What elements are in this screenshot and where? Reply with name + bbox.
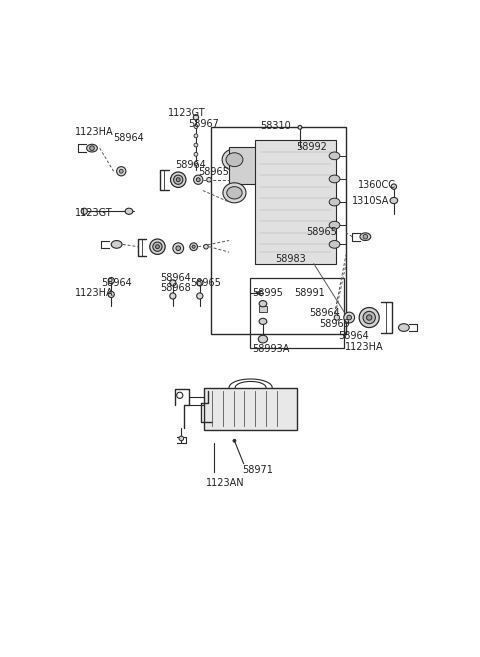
Circle shape xyxy=(120,170,123,173)
Circle shape xyxy=(344,312,355,323)
Circle shape xyxy=(170,280,176,286)
Ellipse shape xyxy=(329,175,340,183)
Ellipse shape xyxy=(156,245,159,248)
Circle shape xyxy=(363,235,368,239)
Ellipse shape xyxy=(176,178,180,181)
Ellipse shape xyxy=(390,197,398,204)
Text: 58310: 58310 xyxy=(260,121,290,131)
Ellipse shape xyxy=(227,187,242,199)
Text: 1123HA: 1123HA xyxy=(75,127,114,137)
Ellipse shape xyxy=(86,145,97,152)
Circle shape xyxy=(194,162,198,166)
Text: 58993A: 58993A xyxy=(252,344,289,355)
Text: 58964: 58964 xyxy=(160,273,191,283)
Ellipse shape xyxy=(174,175,183,185)
Circle shape xyxy=(196,178,200,181)
Ellipse shape xyxy=(153,242,162,252)
Ellipse shape xyxy=(170,172,186,187)
Circle shape xyxy=(197,280,203,286)
Text: 1123GT: 1123GT xyxy=(75,208,113,218)
Circle shape xyxy=(194,143,198,147)
Text: 58964: 58964 xyxy=(309,308,340,318)
Text: 1123AN: 1123AN xyxy=(206,478,245,487)
Ellipse shape xyxy=(111,240,122,248)
Ellipse shape xyxy=(222,149,247,170)
Text: 58992: 58992 xyxy=(296,142,327,152)
Ellipse shape xyxy=(329,221,340,229)
Text: 58965: 58965 xyxy=(198,168,229,177)
Circle shape xyxy=(173,243,184,254)
Circle shape xyxy=(194,134,198,138)
Ellipse shape xyxy=(150,239,165,254)
Ellipse shape xyxy=(125,208,133,214)
Text: 1310SA: 1310SA xyxy=(352,196,390,206)
Bar xyxy=(211,127,346,334)
Text: 58965: 58965 xyxy=(191,277,221,288)
Text: 58964: 58964 xyxy=(114,133,144,143)
Text: 1123HA: 1123HA xyxy=(345,342,383,352)
Circle shape xyxy=(108,291,114,298)
Ellipse shape xyxy=(226,153,243,167)
Circle shape xyxy=(170,293,176,299)
Circle shape xyxy=(207,177,211,182)
Circle shape xyxy=(117,167,126,176)
Text: 58964: 58964 xyxy=(101,277,132,288)
Ellipse shape xyxy=(223,183,246,203)
Ellipse shape xyxy=(329,152,340,160)
Circle shape xyxy=(108,277,114,284)
Text: 58965: 58965 xyxy=(306,227,337,237)
Ellipse shape xyxy=(258,335,267,343)
Circle shape xyxy=(179,436,184,441)
Circle shape xyxy=(193,114,199,120)
Ellipse shape xyxy=(329,198,340,206)
Circle shape xyxy=(334,315,339,320)
Bar xyxy=(229,147,271,183)
Circle shape xyxy=(194,152,198,156)
Text: 58969: 58969 xyxy=(319,319,350,329)
Ellipse shape xyxy=(359,307,379,328)
Text: 58968: 58968 xyxy=(160,283,191,293)
Text: 58967: 58967 xyxy=(188,119,219,129)
Text: 58991: 58991 xyxy=(294,288,324,298)
Ellipse shape xyxy=(329,240,340,248)
Ellipse shape xyxy=(259,318,267,325)
Text: 1123GT: 1123GT xyxy=(168,108,205,118)
Text: 58983: 58983 xyxy=(275,254,306,264)
Circle shape xyxy=(194,125,198,129)
Circle shape xyxy=(177,392,183,398)
Ellipse shape xyxy=(259,301,267,307)
Text: 58971: 58971 xyxy=(242,465,273,476)
Bar xyxy=(259,306,267,312)
Ellipse shape xyxy=(360,233,371,240)
Bar xyxy=(255,141,336,263)
Circle shape xyxy=(347,315,351,320)
Text: 1123HA: 1123HA xyxy=(75,288,114,298)
Ellipse shape xyxy=(90,146,94,150)
Circle shape xyxy=(204,244,208,249)
Bar xyxy=(250,277,344,348)
Circle shape xyxy=(197,293,203,299)
Text: 58964: 58964 xyxy=(338,331,369,342)
Text: 58964: 58964 xyxy=(175,160,206,170)
Circle shape xyxy=(176,246,180,250)
Text: 1360CC: 1360CC xyxy=(358,181,396,191)
Ellipse shape xyxy=(363,311,375,324)
Ellipse shape xyxy=(398,324,409,331)
Circle shape xyxy=(190,243,197,250)
Circle shape xyxy=(81,208,87,214)
Circle shape xyxy=(298,125,302,129)
Circle shape xyxy=(192,245,195,248)
Ellipse shape xyxy=(367,315,372,320)
Bar xyxy=(204,388,297,430)
Text: 58995: 58995 xyxy=(252,288,283,298)
Circle shape xyxy=(233,439,236,442)
Circle shape xyxy=(391,184,396,189)
Circle shape xyxy=(193,175,203,185)
